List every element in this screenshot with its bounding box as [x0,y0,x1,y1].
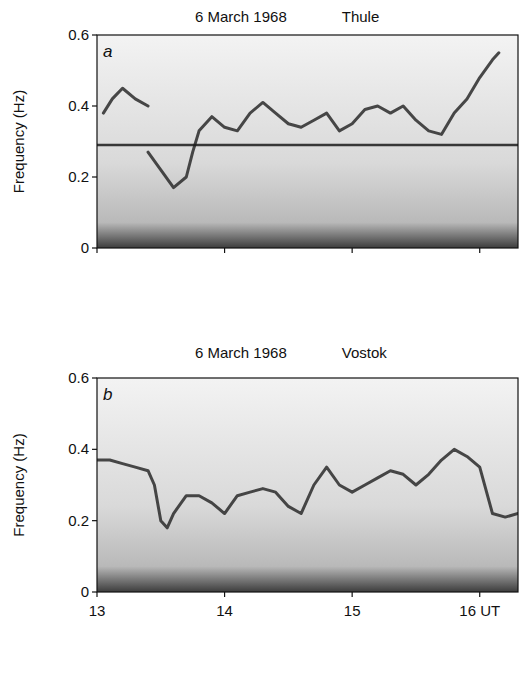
frame [97,35,518,248]
y-tick [92,247,97,248]
plot-background [97,35,518,248]
y-axis-title: Frequency (Hz) [10,433,27,536]
y-tick-label: 0.2 [68,512,89,529]
panel: 6 March 1968 Thule a 0 0.2 0.4 0.6 Frequency (H… [10,8,518,256]
y-tick [92,520,97,521]
plot-background [97,378,518,592]
figure: 6 March 1968 Thule a 0 0.2 0.4 0.6 Frequency (H… [0,0,527,677]
y-tick-label: 0.4 [68,440,89,457]
subtitle: Thule [342,8,380,25]
title: 6 March 1968 [195,344,287,361]
trace [103,53,498,188]
x-tick [479,592,480,597]
y-tick [92,377,97,378]
y-tick-label: 0 [81,583,89,600]
data-layer [97,53,518,188]
y-tick [92,449,97,450]
x-tick [96,592,97,597]
y-tick-label: 0.6 [68,26,89,43]
x-tick-label: 14 [216,602,233,619]
y-tick [92,34,97,35]
y-tick [92,591,97,592]
trace [97,144,518,147]
x-tick [224,592,225,597]
y-tick [92,105,97,106]
y-tick-label: 0 [81,239,89,256]
subtitle: Vostok [342,344,388,361]
trace [97,449,518,527]
y-tick-label: 0.4 [68,97,89,114]
x-tick [352,248,353,253]
y-tick-label: 0.6 [68,369,89,386]
x-tick [224,248,225,253]
x-tick [479,248,480,253]
panel-letter: a [103,42,112,61]
frame [97,378,518,592]
title: 6 March 1968 [195,8,287,25]
x-tick-label: 15 [344,602,361,619]
panel-letter: b [103,385,112,404]
panel: 6 March 1968 Vostok b 0 0.2 0.4 0.6 13 14 15 16 UT… [10,344,518,619]
x-tick [96,248,97,253]
x-tick [352,592,353,597]
y-tick-label: 0.2 [68,168,89,185]
y-tick [92,176,97,177]
data-layer [97,449,518,527]
x-tick-label: 16 UT [459,602,500,619]
y-axis-title: Frequency (Hz) [10,90,27,193]
x-tick-label: 13 [89,602,106,619]
